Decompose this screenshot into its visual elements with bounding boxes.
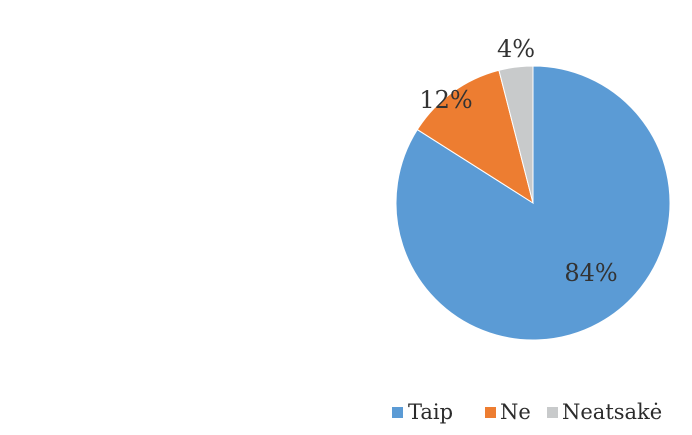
pie-slice-taip bbox=[395, 65, 671, 341]
pie-slice-ne bbox=[416, 69, 534, 205]
data-label-neatsake: 4% bbox=[497, 35, 535, 63]
legend-swatch-neatsake bbox=[547, 407, 558, 418]
legend-label-neatsake: Neatsakė bbox=[562, 400, 662, 424]
legend-swatch-taip bbox=[392, 407, 403, 418]
pie-slice-neatsake bbox=[498, 65, 534, 204]
legend-label-ne: Ne bbox=[500, 400, 531, 424]
pie-slices bbox=[395, 65, 671, 341]
legend-label-taip: Taip bbox=[408, 400, 453, 424]
data-label-ne: 12% bbox=[419, 86, 472, 114]
legend: Taip Ne Neatsakė bbox=[392, 400, 662, 424]
data-label-taip: 84% bbox=[564, 259, 617, 287]
legend-swatch-ne bbox=[485, 407, 496, 418]
pie-data-labels: 84% 12% 4% bbox=[419, 35, 617, 287]
